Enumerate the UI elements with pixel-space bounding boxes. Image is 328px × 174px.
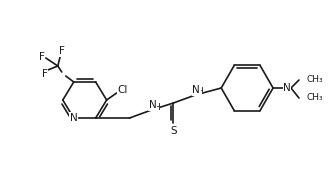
Text: N: N bbox=[149, 100, 156, 110]
Text: CH₃: CH₃ bbox=[307, 76, 323, 85]
Text: S: S bbox=[170, 126, 177, 136]
Text: F: F bbox=[39, 52, 45, 62]
Text: N: N bbox=[193, 85, 200, 95]
Text: CH₃: CH₃ bbox=[307, 93, 323, 102]
Text: H: H bbox=[153, 102, 160, 112]
Text: F: F bbox=[42, 69, 48, 79]
Text: Cl: Cl bbox=[117, 85, 128, 95]
Text: H: H bbox=[196, 88, 203, 97]
Text: N: N bbox=[70, 113, 78, 123]
Text: N: N bbox=[283, 83, 291, 93]
Text: F: F bbox=[59, 46, 65, 56]
